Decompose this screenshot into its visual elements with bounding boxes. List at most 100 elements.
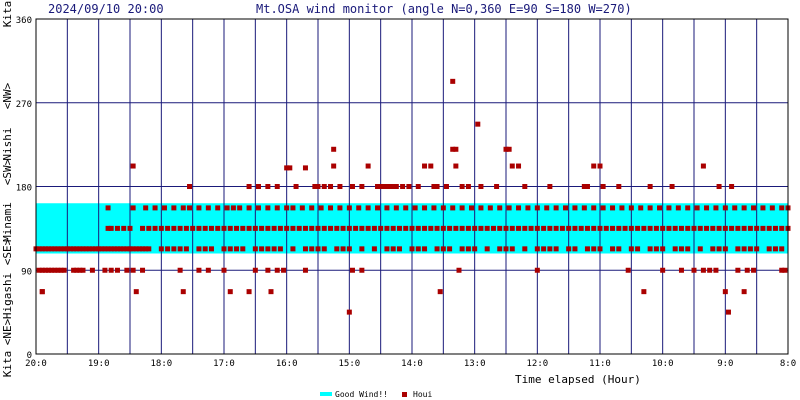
houi-point (67, 246, 73, 252)
houi-point (610, 205, 616, 211)
houi-point (459, 184, 465, 189)
houi-point (760, 205, 766, 211)
houi-point (782, 267, 788, 273)
houi-point (328, 184, 334, 189)
x-tick-label: 8:0 (780, 359, 796, 369)
houi-point (503, 246, 509, 252)
houi-point (246, 205, 252, 211)
x-tick-label: 16:0 (276, 359, 298, 369)
houi-point (321, 184, 327, 189)
legend-label-houi: Houi (413, 390, 432, 399)
houi-point (196, 267, 202, 273)
houi-point (506, 205, 512, 211)
houi-point (465, 225, 471, 231)
houi-point (675, 205, 681, 211)
houi-point (447, 225, 453, 231)
x-tick-label: 13:0 (464, 359, 486, 369)
houi-point (694, 205, 700, 211)
houi-point (108, 246, 114, 252)
houi-point (678, 246, 684, 252)
houi-point (331, 146, 337, 152)
houi-point (124, 246, 130, 252)
houi-point (208, 225, 214, 231)
houi-point (735, 246, 741, 252)
houi-point (334, 246, 340, 252)
datetime-label: 2024/09/10 20:00 (48, 2, 164, 16)
houi-point (265, 246, 271, 252)
houi-point (130, 246, 136, 252)
legend-swatch-good-wind (320, 392, 332, 396)
houi-point (619, 205, 625, 211)
y-tick-label: 0 (27, 351, 32, 361)
houi-point (312, 184, 318, 189)
houi-point (393, 184, 399, 189)
houi-point (390, 184, 396, 189)
houi-point (672, 246, 678, 252)
houi-point (396, 225, 402, 231)
houi-point (704, 225, 710, 231)
houi-point (252, 267, 258, 273)
houi-point (437, 289, 443, 295)
houi-point (475, 121, 481, 127)
houi-point (171, 205, 177, 211)
houi-point (678, 225, 684, 231)
houi-point (143, 205, 149, 211)
houi-point (158, 225, 164, 231)
houi-point (133, 246, 139, 252)
houi-point (121, 246, 127, 252)
houi-point (584, 184, 590, 189)
houi-point (390, 225, 396, 231)
houi-point (180, 289, 186, 295)
houi-point (86, 246, 92, 252)
houi-point (700, 267, 706, 273)
houi-point (628, 246, 634, 252)
houi-point (177, 267, 183, 273)
houi-point (578, 225, 584, 231)
houi-point (42, 246, 48, 252)
houi-point (177, 225, 183, 231)
houi-point (255, 205, 261, 211)
houi-point (346, 246, 352, 252)
houi-point (453, 225, 459, 231)
x-tick-label: 20:0 (25, 359, 47, 369)
houi-point (741, 205, 747, 211)
houi-point (465, 246, 471, 252)
houi-point (722, 225, 728, 231)
houi-point (572, 205, 578, 211)
houi-point (183, 246, 189, 252)
direction-label: <NW> (1, 82, 14, 109)
houi-point (484, 246, 490, 252)
houi-point (281, 267, 287, 273)
houi-point (766, 246, 772, 252)
houi-point (431, 205, 437, 211)
houi-point (779, 225, 785, 231)
houi-point (80, 267, 86, 273)
houi-point (653, 246, 659, 252)
houi-point (36, 267, 42, 273)
houi-point (108, 267, 114, 273)
houi-point (215, 205, 221, 211)
houi-point (321, 225, 327, 231)
houi-point (315, 225, 321, 231)
houi-point (450, 205, 456, 211)
houi-point (691, 267, 697, 273)
houi-point (779, 267, 785, 273)
houi-point (221, 267, 227, 273)
houi-point (371, 225, 377, 231)
direction-label: Kita (1, 1, 14, 28)
houi-point (287, 165, 293, 171)
houi-point (130, 267, 136, 273)
houi-point (378, 184, 384, 189)
houi-point (710, 246, 716, 252)
houi-point (685, 225, 691, 231)
houi-point (597, 163, 603, 169)
houi-point (309, 246, 315, 252)
houi-point (534, 205, 540, 211)
houi-point (299, 205, 305, 211)
x-tick-label: 9:0 (717, 359, 733, 369)
houi-point (205, 205, 211, 211)
houi-point (478, 184, 484, 189)
houi-point (118, 246, 124, 252)
houi-point (274, 184, 280, 189)
houi-point (302, 225, 308, 231)
